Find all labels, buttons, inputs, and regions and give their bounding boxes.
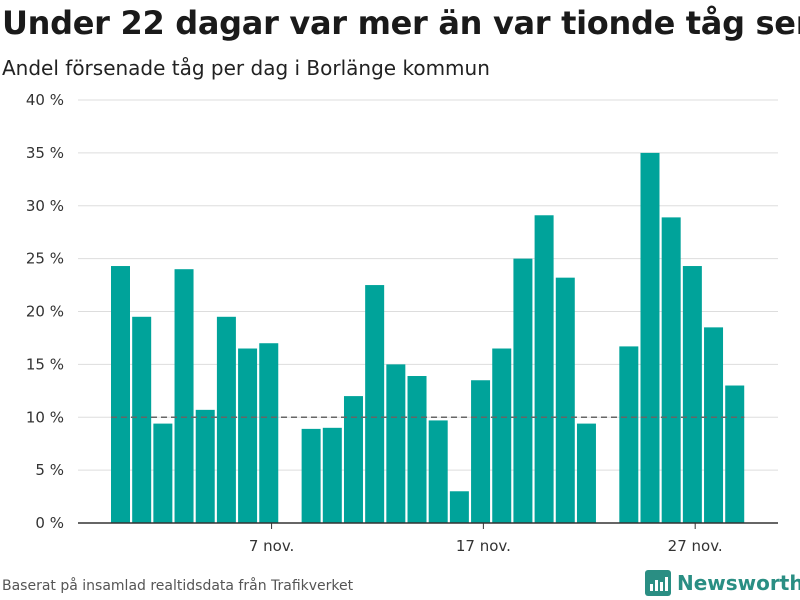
bar: 16.5 % [238,348,258,523]
bar: 13.5 % [471,380,491,523]
y-tick-label: 20 % [26,303,64,321]
bar: 17 % [259,343,279,523]
y-tick-label: 25 % [26,250,64,268]
bar: 9.4 % [153,423,173,523]
y-tick-label: 0 % [35,514,64,532]
bar: 12 % [343,396,363,523]
bar: 24 % [174,269,194,523]
chart-subtitle: Andel försenade tåg per dag i Borlänge k… [2,56,490,80]
x-tick-label: 7 nov. [249,537,294,555]
x-axis: 7 nov. 17 nov. 27 nov. [78,522,778,555]
brand-logo[interactable]: Newsworthy [645,568,800,598]
bar: 19.5 % [132,316,152,523]
bar: 18.5 % [704,327,724,523]
y-tick-label: 35 % [26,144,64,162]
bar: 24.3 % [682,266,702,523]
y-tick-label: 40 % [26,91,64,109]
bar: 28.9 % [661,217,681,523]
y-tick-label: 5 % [35,461,64,479]
bar: 9.7 % [428,420,448,523]
x-tick-label: 17 nov. [456,537,511,555]
bar: 22.5 % [365,285,385,523]
bar: 9.4 % [576,423,596,523]
y-axis-labels: 0 % 5 % 10 % 15 % 20 % 25 % 30 % 35 % 40 % [26,91,64,532]
bar: 16.7 % [619,346,639,523]
bar: 13.9 % [407,376,427,523]
gridlines [78,99,778,471]
bar: 29.1 % [534,215,554,523]
bar: 19.5 % [216,316,236,523]
newsworthy-logo-icon [645,570,671,596]
bar: 8.9 % [301,428,321,523]
source-note: Baserat på insamlad realtidsdata från Tr… [2,578,354,594]
bar: 3 % [449,491,469,523]
bar: 13 % [725,385,745,523]
bars: 24.3 %19.5 %9.4 %24 %10.7 %19.5 %16.5 %1… [111,152,745,524]
bar: 24.3 % [111,266,130,523]
y-tick-label: 30 % [26,197,64,215]
brand-name: Newsworthy [677,571,800,595]
y-tick-label: 10 % [26,408,64,426]
bar: 23.2 % [555,277,575,523]
bar: 15 % [386,364,406,524]
bar: 35 % [640,152,660,524]
chart-title: Under 22 dagar var mer än var tionde tåg… [2,4,800,42]
bar: 9 % [322,427,342,523]
x-tick-label: 27 nov. [668,537,723,555]
bar: 10.7 % [195,409,215,523]
bar: 25 % [513,258,533,524]
bar: 16.5 % [492,348,512,523]
y-tick-label: 15 % [26,355,64,373]
